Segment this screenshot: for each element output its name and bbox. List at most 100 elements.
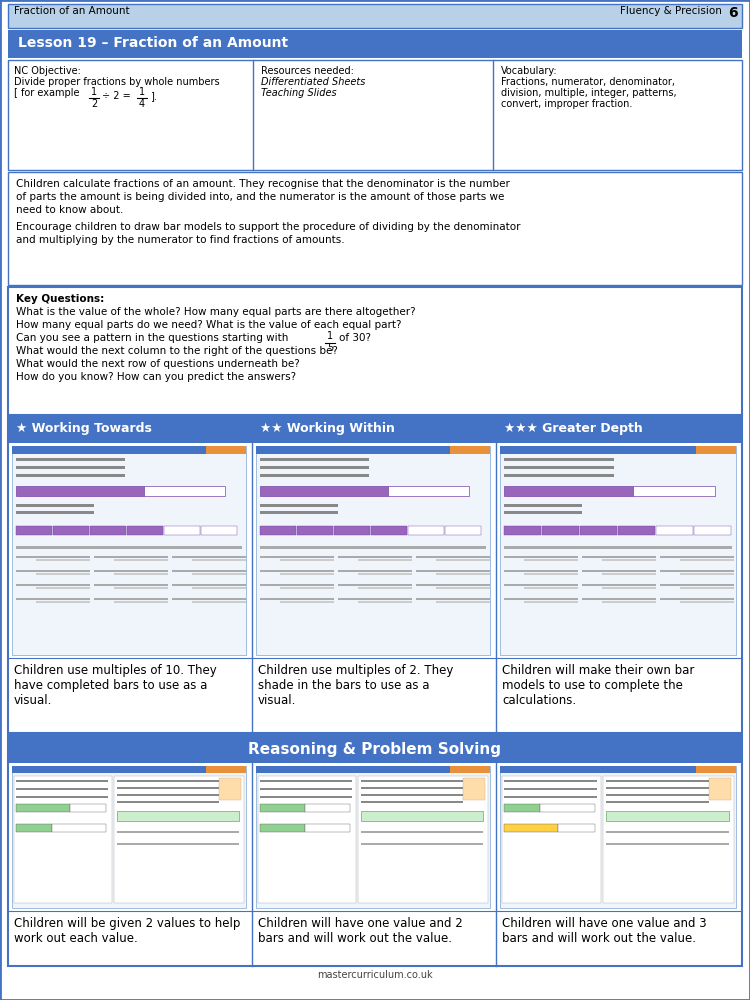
Bar bbox=[117, 794, 219, 796]
Bar bbox=[504, 486, 633, 496]
Text: Vocabulary:: Vocabulary: bbox=[501, 66, 557, 76]
Bar bbox=[117, 780, 219, 782]
Bar bbox=[206, 446, 246, 454]
Bar bbox=[164, 526, 200, 535]
Bar bbox=[16, 556, 90, 558]
Bar bbox=[500, 446, 736, 655]
Bar bbox=[256, 446, 490, 655]
Bar bbox=[504, 556, 578, 558]
Bar bbox=[280, 559, 334, 561]
Text: How many equal parts do we need? What is the value of each equal part?: How many equal parts do we need? What is… bbox=[16, 320, 401, 330]
Bar bbox=[656, 526, 693, 535]
Bar bbox=[504, 504, 582, 507]
Text: convert, improper fraction.: convert, improper fraction. bbox=[501, 99, 632, 109]
Bar bbox=[16, 504, 94, 507]
Text: Children will make their own bar
models to use to complete the
calculations.: Children will make their own bar models … bbox=[502, 664, 694, 707]
Text: Children will have one value and 3
bars and will work out the value.: Children will have one value and 3 bars … bbox=[502, 917, 706, 945]
Text: mastercurriculum.co.uk: mastercurriculum.co.uk bbox=[317, 970, 433, 980]
Bar bbox=[192, 587, 246, 589]
Text: Differentiated Sheets: Differentiated Sheets bbox=[261, 77, 365, 87]
Bar bbox=[90, 526, 126, 535]
Bar bbox=[504, 474, 614, 477]
Bar bbox=[416, 556, 490, 558]
Bar bbox=[680, 573, 734, 575]
Text: of 30?: of 30? bbox=[339, 333, 371, 343]
Bar bbox=[258, 776, 356, 903]
Bar bbox=[500, 766, 736, 908]
Bar bbox=[361, 794, 463, 796]
Bar bbox=[192, 559, 246, 561]
Bar bbox=[606, 780, 709, 782]
Bar bbox=[127, 526, 163, 535]
Bar bbox=[680, 559, 734, 561]
Bar bbox=[297, 526, 333, 535]
Bar bbox=[436, 601, 490, 603]
Bar bbox=[358, 573, 412, 575]
Bar bbox=[16, 780, 108, 782]
Bar bbox=[114, 587, 168, 589]
Bar bbox=[602, 601, 656, 603]
Text: What would the next column to the right of the questions be?: What would the next column to the right … bbox=[16, 346, 338, 356]
Bar bbox=[696, 446, 736, 454]
Text: of parts the amount is being divided into, and the numerator is the amount of th: of parts the amount is being divided int… bbox=[16, 192, 504, 202]
Bar bbox=[201, 526, 237, 535]
Bar bbox=[450, 446, 490, 454]
Bar bbox=[602, 559, 656, 561]
Bar bbox=[256, 446, 490, 454]
Bar bbox=[606, 831, 729, 833]
Bar bbox=[603, 776, 734, 903]
Bar bbox=[260, 804, 305, 812]
Bar bbox=[606, 811, 729, 821]
Bar bbox=[8, 60, 742, 170]
Text: need to know about.: need to know about. bbox=[16, 205, 123, 215]
Bar bbox=[524, 601, 578, 603]
Bar bbox=[334, 526, 370, 535]
Bar bbox=[558, 824, 595, 832]
Bar bbox=[16, 474, 125, 477]
Text: 5: 5 bbox=[327, 343, 333, 353]
Bar bbox=[16, 824, 52, 832]
Text: [ for example: [ for example bbox=[14, 88, 80, 98]
Text: Key Questions:: Key Questions: bbox=[16, 294, 104, 304]
Bar bbox=[305, 804, 350, 812]
Bar bbox=[14, 776, 112, 903]
Bar bbox=[114, 559, 168, 561]
Bar bbox=[192, 573, 246, 575]
Text: division, multiple, integer, patterns,: division, multiple, integer, patterns, bbox=[501, 88, 676, 98]
Bar bbox=[114, 601, 168, 603]
Bar bbox=[582, 584, 656, 586]
Text: What would the next row of questions underneath be?: What would the next row of questions und… bbox=[16, 359, 300, 369]
Text: How do you know? How can you predict the answers?: How do you know? How can you predict the… bbox=[16, 372, 296, 382]
Bar bbox=[436, 573, 490, 575]
Bar bbox=[606, 843, 729, 845]
Bar bbox=[361, 780, 463, 782]
Bar bbox=[450, 766, 490, 773]
Text: Resources needed:: Resources needed: bbox=[261, 66, 354, 76]
Bar bbox=[504, 804, 540, 812]
Bar bbox=[338, 570, 412, 572]
Bar bbox=[8, 417, 252, 443]
Text: Fluency & Precision: Fluency & Precision bbox=[620, 6, 722, 16]
Bar bbox=[361, 831, 483, 833]
Text: Teaching Slides: Teaching Slides bbox=[261, 88, 337, 98]
Text: and multiplying by the numerator to find fractions of amounts.: and multiplying by the numerator to find… bbox=[16, 235, 344, 245]
Bar bbox=[602, 587, 656, 589]
Text: Can you see a pattern in the questions starting with: Can you see a pattern in the questions s… bbox=[16, 333, 288, 343]
Bar bbox=[338, 598, 412, 600]
Bar bbox=[445, 526, 481, 535]
Bar bbox=[260, 546, 486, 549]
Bar bbox=[16, 598, 90, 600]
Bar bbox=[260, 504, 338, 507]
Bar bbox=[8, 287, 742, 415]
Bar bbox=[358, 601, 412, 603]
Bar bbox=[53, 526, 89, 535]
Bar bbox=[260, 474, 369, 477]
Text: Children will be given 2 values to help
work out each value.: Children will be given 2 values to help … bbox=[14, 917, 240, 945]
Bar bbox=[504, 598, 578, 600]
Bar bbox=[694, 526, 731, 535]
Bar bbox=[504, 796, 597, 798]
Bar bbox=[260, 486, 388, 496]
Bar bbox=[16, 570, 90, 572]
Text: Children use multiples of 2. They
shade in the bars to use as a
visual.: Children use multiples of 2. They shade … bbox=[258, 664, 453, 707]
Bar bbox=[144, 486, 225, 496]
